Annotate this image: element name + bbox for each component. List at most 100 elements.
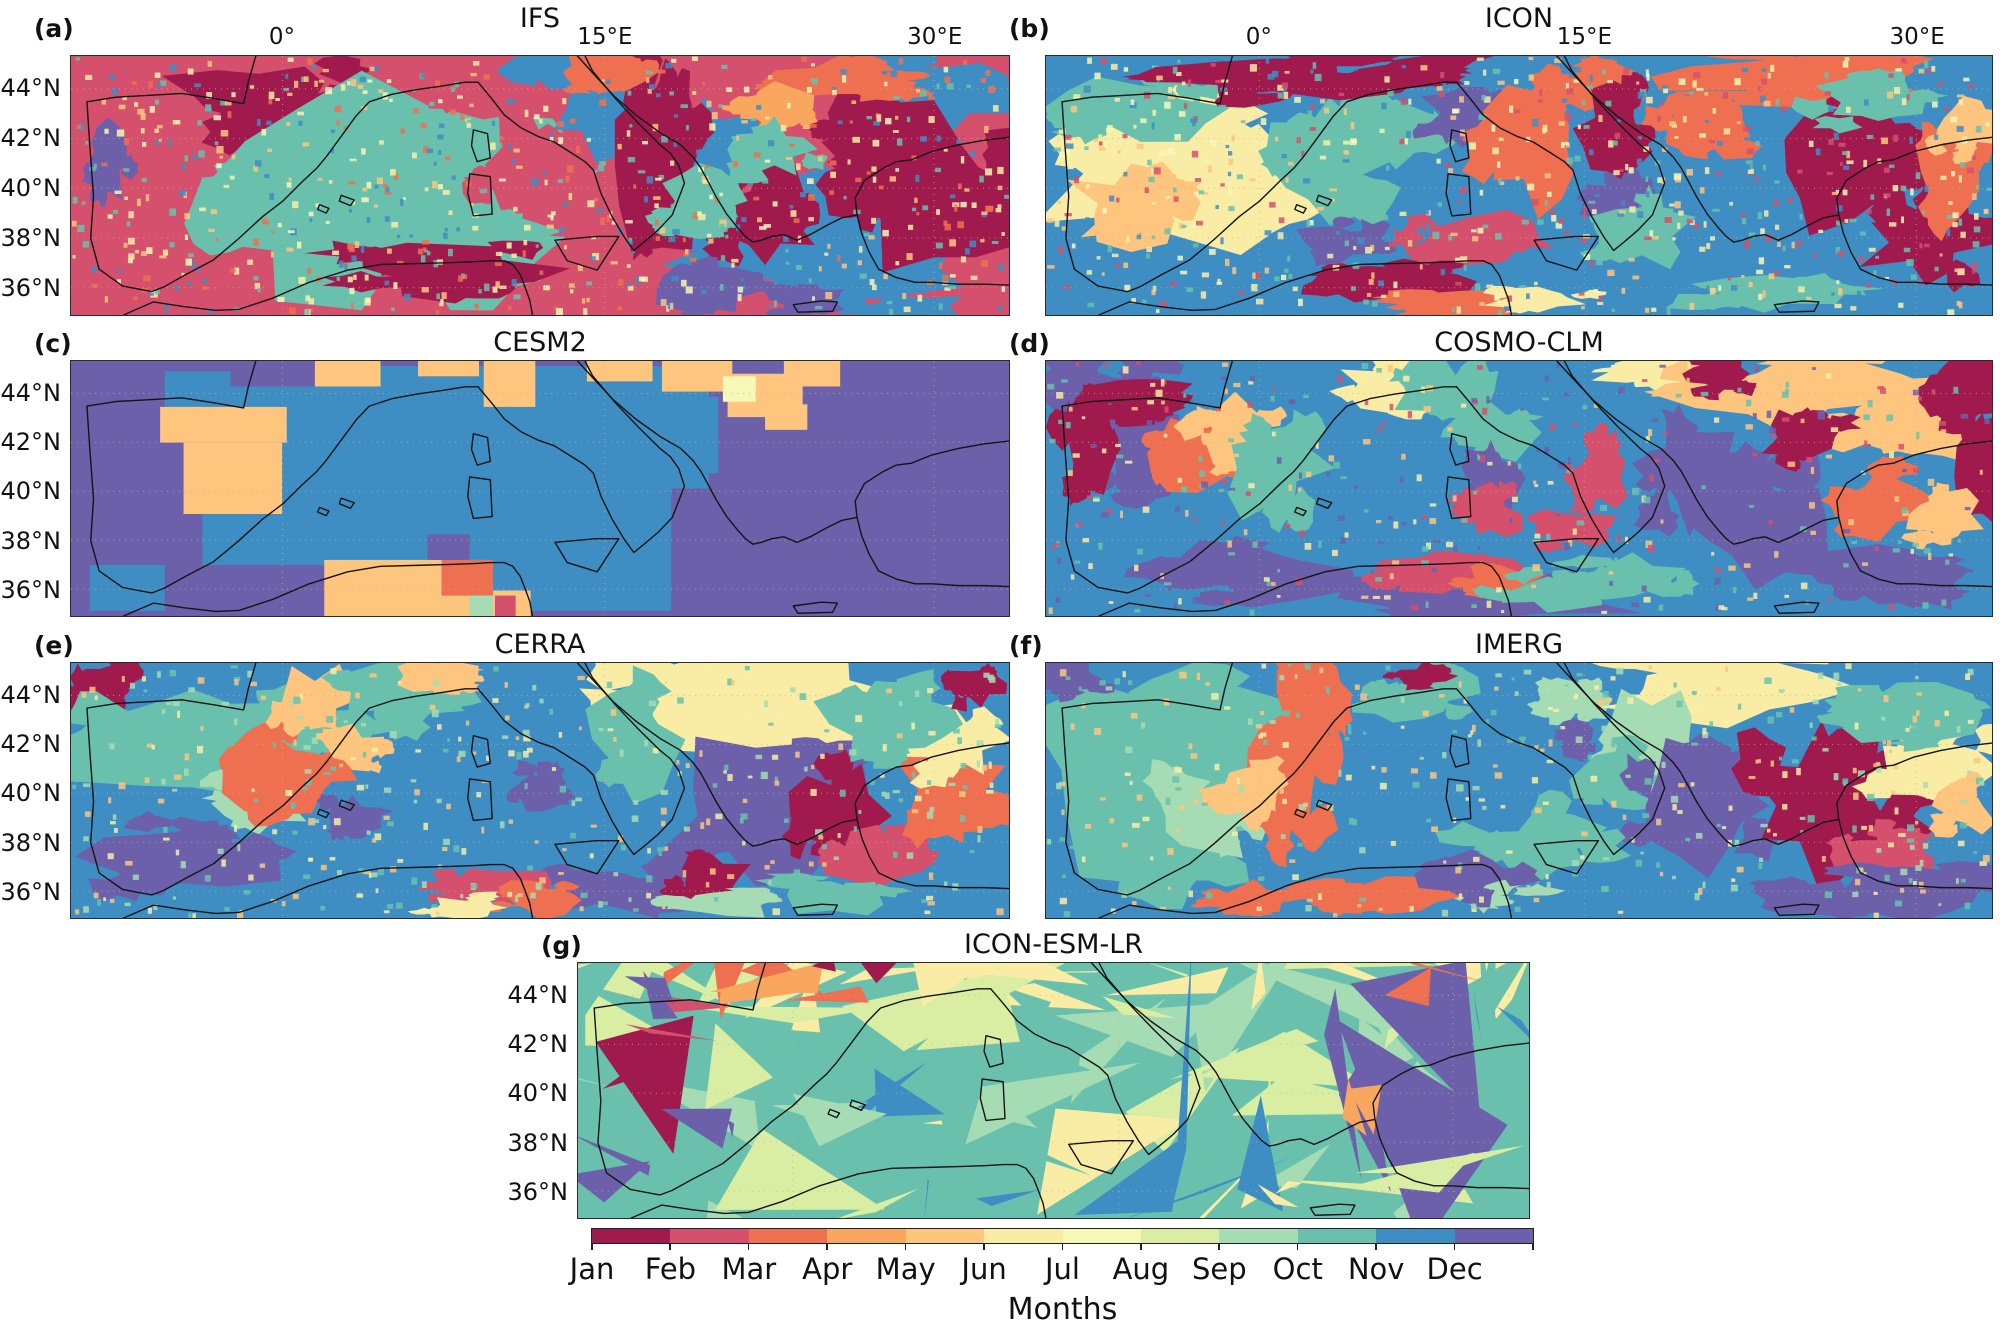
colorbar-segment-oct <box>1297 1229 1377 1243</box>
colorbar-tick <box>669 1243 671 1250</box>
colorbar-segment-may <box>905 1229 985 1243</box>
lat-tick-label: 36°N <box>507 1177 569 1206</box>
lat-tick-label: 42°N <box>507 1029 569 1058</box>
graticule <box>1046 663 1992 918</box>
panel-letter: (a) <box>34 14 74 43</box>
map-canvas-g <box>578 963 1529 1218</box>
map-area <box>577 962 1530 1219</box>
colorbar-segment-jun <box>984 1229 1063 1243</box>
colorbar-segment-apr <box>827 1229 906 1243</box>
colorbar-tick <box>1061 1243 1064 1250</box>
lat-tick-label: 44°N <box>507 980 569 1009</box>
map-area <box>1045 55 1993 316</box>
lat-tick-label: 40°N <box>0 477 62 506</box>
map-canvas-d <box>1046 361 1992 616</box>
panel-title: ICON-ESM-LR <box>963 929 1144 960</box>
graticule <box>71 663 1009 918</box>
panel-title: COSMO-CLM <box>1434 327 1604 358</box>
coastline <box>87 361 1009 616</box>
lat-tick-label: 42°N <box>0 124 62 153</box>
lat-tick-label: 40°N <box>0 779 62 808</box>
map-canvas-a <box>71 56 1009 315</box>
colorbar-tick <box>1453 1243 1456 1250</box>
lat-tick-label: 36°N <box>0 575 62 604</box>
coastline <box>87 663 1009 918</box>
colorbar-month-label: Dec <box>1426 1252 1483 1286</box>
panel-title: IMERG <box>1474 629 1564 660</box>
colorbar-segment-feb <box>670 1229 749 1243</box>
panel-e: (e) CERRA 44°N 42°N 40°N 38°N 36°N <box>1 631 1010 919</box>
colorbar-tick <box>1532 1243 1534 1250</box>
panel-letter: (g) <box>541 931 582 960</box>
colorbar-month-label: May <box>875 1252 936 1286</box>
lat-tick-label: 36°N <box>0 877 62 906</box>
colorbar-tick <box>1296 1243 1299 1250</box>
lat-tick-label: 44°N <box>0 378 62 407</box>
colorbar-tick <box>904 1243 907 1250</box>
panel-title: ICON <box>1484 3 1554 34</box>
panel-letter: (c) <box>34 329 72 358</box>
lat-tick-label: 44°N <box>0 680 62 709</box>
colorbar-month-label: Feb <box>644 1252 697 1286</box>
panel-letter: (e) <box>34 631 74 660</box>
lon-tick-label: 15°E <box>1556 24 1613 50</box>
lat-tick-label: 42°N <box>0 427 62 456</box>
panel-a: (a) IFS 0° 15°E 30°E 44°N 42°N 40°N 38°N 36°N <box>1 5 1010 316</box>
lon-tick-label: 15°E <box>577 24 633 50</box>
panel-c: (c) CESM2 44°N 42°N 40°N 38°N 36°N <box>1 329 1010 617</box>
lat-tick-label: 38°N <box>0 224 62 253</box>
colorbar-segment-jul <box>1062 1229 1141 1243</box>
coastline <box>594 963 1529 1218</box>
colorbar-tick <box>591 1243 593 1250</box>
panel-title: IFS <box>519 3 561 34</box>
colorbar-segment-jan <box>592 1229 671 1243</box>
colorbar-segment-sep <box>1219 1229 1298 1243</box>
lat-tick-label: 38°N <box>0 526 62 555</box>
colorbar-month-label: Aug <box>1112 1252 1170 1286</box>
map-area <box>70 662 1010 919</box>
map-canvas-c <box>71 361 1009 616</box>
colorbar-axis-label: Months <box>1007 1292 1118 1327</box>
panel-b: (b) ICON 0° 15°E 30°E <box>1009 5 1993 316</box>
colorbar-month-label: Nov <box>1347 1252 1405 1286</box>
colorbar-month-label: Jan <box>569 1252 615 1286</box>
colorbar-segment-dec <box>1454 1229 1534 1243</box>
panel-title: CESM2 <box>493 327 587 358</box>
colorbar-segment-nov <box>1376 1229 1455 1243</box>
colorbar-tick <box>1139 1243 1142 1250</box>
map-canvas-f <box>1046 663 1992 918</box>
colorbar-month-label: Jul <box>1045 1252 1080 1286</box>
lon-tick-label: 0° <box>1245 24 1272 50</box>
map-area <box>1045 662 1993 919</box>
coastline <box>87 56 1009 315</box>
panel-title: CERRA <box>494 629 586 660</box>
colorbar-month-label: Oct <box>1272 1252 1323 1286</box>
lat-tick-label: 38°N <box>0 828 62 857</box>
graticule <box>1046 361 1992 616</box>
lon-tick-label: 0° <box>268 24 296 50</box>
colorbar-tick <box>983 1243 985 1250</box>
lon-tick-label: 30°E <box>907 24 963 50</box>
colorbar-segment-aug <box>1140 1229 1220 1243</box>
panel-letter: (b) <box>1009 14 1050 43</box>
coastline <box>1062 663 1992 918</box>
map-canvas-e <box>71 663 1009 918</box>
colorbar-tick <box>747 1243 750 1250</box>
panel-g: (g) ICON-ESM-LR 44°N 42°N 40°N 38°N 36°N <box>508 931 1530 1219</box>
lat-tick-label: 38°N <box>507 1128 569 1157</box>
coastline <box>1062 56 1992 315</box>
panel-letter: (f) <box>1009 631 1043 660</box>
colorbar: Months Jan Feb Mar Apr May Jun Jul Aug Sep Oct Nov… <box>570 1228 1534 1325</box>
colorbar-month-label: Jun <box>961 1252 1007 1286</box>
colorbar-tick <box>826 1243 828 1250</box>
map-area <box>70 360 1010 617</box>
lat-tick-label: 40°N <box>507 1079 569 1108</box>
colorbar-tick <box>1218 1243 1220 1250</box>
map-area <box>1045 360 1993 617</box>
panel-letter: (d) <box>1009 329 1050 358</box>
coastline <box>1062 361 1992 616</box>
colorbar-month-label: Mar <box>721 1252 777 1286</box>
lat-tick-label: 44°N <box>0 74 62 103</box>
lat-tick-label: 42°N <box>0 729 62 758</box>
